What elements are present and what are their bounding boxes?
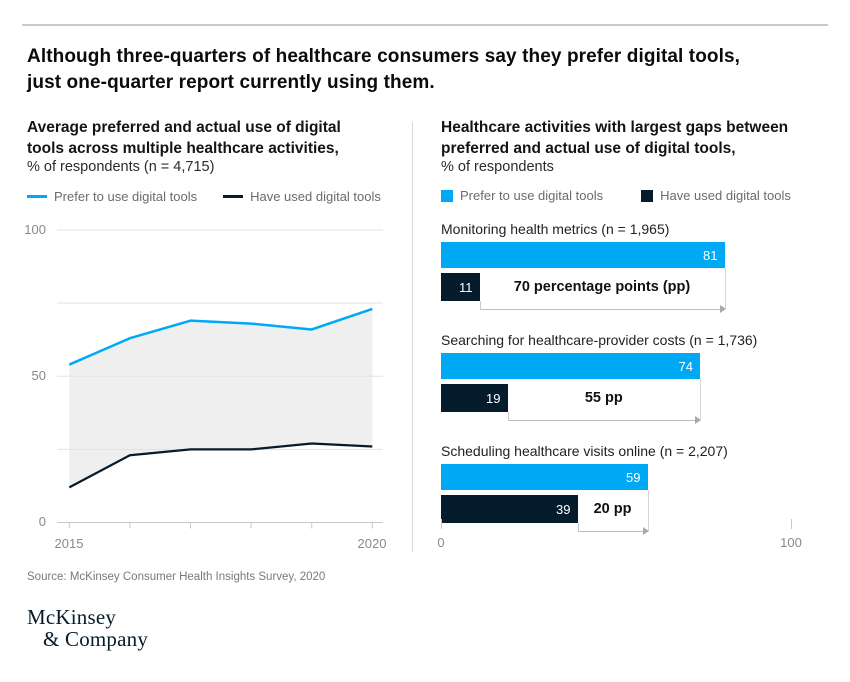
line-chart xyxy=(27,222,389,534)
prefer-bar-value: 74 xyxy=(678,358,693,374)
legend-label-prefer: Prefer to use digital tools xyxy=(54,189,198,204)
logo-line2: & Company xyxy=(43,626,149,651)
gap-label: 20 pp xyxy=(593,501,632,517)
prefer-bar-value: 59 xyxy=(626,469,641,485)
prefer-bar: 59 xyxy=(441,464,648,490)
prefer-bar: 81 xyxy=(441,242,725,268)
prefer-bar: 74 xyxy=(441,353,700,379)
legend-item-used: Have used digital tools xyxy=(641,188,791,203)
legend-item-used: Have used digital tools xyxy=(223,189,381,204)
arrow-head-icon xyxy=(719,305,726,313)
logo-line1: McKinsey xyxy=(27,605,117,629)
source-note: Source: McKinsey Consumer Health Insight… xyxy=(27,571,326,583)
used-bar-value: 11 xyxy=(459,279,473,295)
legend-item-prefer: Prefer to use digital tools xyxy=(441,188,603,203)
arrow-head-icon xyxy=(642,527,649,535)
legend-label-used: Have used digital tools xyxy=(660,188,791,203)
bar-group-scheduling: Scheduling healthcare visits online (n =… xyxy=(441,443,793,535)
gap-label: 70 percentage points (pp) xyxy=(513,279,691,295)
right-chart-subtitle: % of respondents xyxy=(441,159,554,175)
used-square-swatch-icon xyxy=(641,189,654,202)
gap-boundary-line xyxy=(700,379,701,420)
right-chart-heading: Healthcare activities with largest gaps … xyxy=(441,117,836,159)
prefer-square-swatch-icon xyxy=(441,189,453,202)
page-title: Although three-quarters of healthcare co… xyxy=(27,44,817,96)
x-tick-label-2015: 2015 xyxy=(54,536,84,551)
prefer-line-swatch-icon xyxy=(27,195,47,198)
left-chart-subtitle: % of respondents (n = 4,715) xyxy=(27,159,215,175)
used-bar: 19 xyxy=(441,384,508,412)
arrow-head-icon xyxy=(695,416,701,424)
left-chart-heading-line1: Average preferred and actual use of digi… xyxy=(27,119,341,136)
gap-boundary-line xyxy=(647,490,649,531)
y-tick-label-100: 100 xyxy=(24,222,46,237)
y-tick-label-0: 0 xyxy=(38,514,46,529)
left-chart-heading-line2: tools across multiple healthcare activit… xyxy=(27,140,339,157)
legend-label-prefer: Prefer to use digital tools xyxy=(460,188,604,203)
legend-item-prefer: Prefer to use digital tools xyxy=(27,189,197,204)
x-axis-label-100: 100 xyxy=(780,535,802,550)
bar-group-monitoring: Monitoring health metrics (n = 1,965) 81… xyxy=(441,221,793,313)
page-title-line2: just one-quarter report currently using … xyxy=(27,72,435,93)
gap-arrow xyxy=(479,301,726,313)
used-line-swatch-icon xyxy=(223,195,244,198)
right-chart-heading-line2: preferred and actual use of digital tool… xyxy=(441,140,736,157)
gap-arrow xyxy=(577,523,649,535)
used-bar-value: 19 xyxy=(486,390,501,406)
bar-group-searching: Searching for healthcare-provider costs … xyxy=(441,332,793,424)
left-chart-legend: Prefer to use digital tools Have used di… xyxy=(27,189,381,204)
right-chart-heading-line1: Healthcare activities with largest gaps … xyxy=(441,119,789,136)
prefer-bar-value: 81 xyxy=(703,247,718,263)
mckinsey-logo: McKinsey & Company xyxy=(27,605,149,651)
page-title-line1: Although three-quarters of healthcare co… xyxy=(27,46,741,67)
right-chart-legend: Prefer to use digital tools Have used di… xyxy=(441,188,791,203)
x-axis-tick-0 xyxy=(441,519,442,529)
left-chart-heading: Average preferred and actual use of digi… xyxy=(27,117,407,159)
used-bar: 11 xyxy=(441,273,480,301)
gap-arrow xyxy=(507,412,701,424)
legend-label-used: Have used digital tools xyxy=(250,189,381,204)
gap-arrow-start-tick xyxy=(479,301,481,310)
used-bar: 39 xyxy=(441,495,578,523)
x-axis-label-0: 0 xyxy=(437,535,445,550)
gap-arrow-start-tick xyxy=(577,523,579,532)
bar-group-label: Scheduling healthcare visits online (n =… xyxy=(441,443,728,459)
bar-group-label: Monitoring health metrics (n = 1,965) xyxy=(441,221,670,237)
x-axis-tick-100 xyxy=(791,519,792,529)
x-tick-label-2020: 2020 xyxy=(357,536,387,551)
used-bar-value: 39 xyxy=(556,501,571,517)
y-tick-label-50: 50 xyxy=(31,368,46,383)
bar-group-label: Searching for healthcare-provider costs … xyxy=(441,332,758,348)
gap-arrow-start-tick xyxy=(507,412,509,421)
panel-divider xyxy=(412,122,413,552)
gap-label: 55 pp xyxy=(584,390,623,406)
top-rule xyxy=(22,24,828,26)
gap-boundary-line xyxy=(724,268,726,309)
